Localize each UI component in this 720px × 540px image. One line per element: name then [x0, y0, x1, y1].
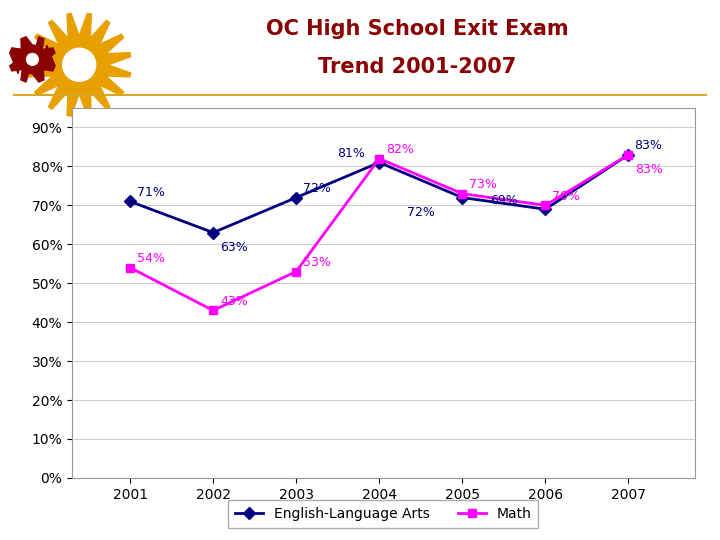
- Polygon shape: [35, 34, 59, 53]
- Text: Trend 2001-2007: Trend 2001-2007: [318, 57, 517, 77]
- Polygon shape: [48, 85, 68, 109]
- Polygon shape: [79, 14, 91, 38]
- Math: [126, 265, 135, 271]
- English-Language Arts: [209, 230, 217, 236]
- Text: 72%: 72%: [303, 182, 331, 195]
- Math: [541, 202, 549, 208]
- Polygon shape: [79, 91, 91, 116]
- Polygon shape: [48, 21, 68, 44]
- Text: 70%: 70%: [552, 190, 580, 203]
- Polygon shape: [99, 76, 124, 96]
- Line: Math: Math: [126, 151, 633, 315]
- Polygon shape: [28, 65, 53, 77]
- Polygon shape: [21, 37, 32, 70]
- Polygon shape: [67, 14, 79, 38]
- Polygon shape: [32, 49, 44, 82]
- Text: 69%: 69%: [490, 194, 518, 207]
- Text: 83%: 83%: [635, 163, 663, 176]
- Polygon shape: [42, 48, 55, 59]
- Math: [458, 191, 467, 197]
- Math: [624, 152, 633, 158]
- Text: OC High School Exit Exam: OC High School Exit Exam: [266, 19, 569, 39]
- Polygon shape: [32, 37, 44, 59]
- English-Language Arts: [126, 198, 135, 205]
- English-Language Arts: [375, 159, 384, 166]
- Line: English-Language Arts: English-Language Arts: [126, 151, 633, 237]
- Polygon shape: [67, 91, 79, 116]
- Polygon shape: [28, 52, 53, 65]
- Text: 81%: 81%: [338, 147, 366, 160]
- Text: 63%: 63%: [220, 241, 248, 254]
- Text: 72%: 72%: [407, 206, 435, 219]
- Polygon shape: [21, 59, 32, 82]
- Math: [292, 268, 300, 275]
- Polygon shape: [106, 65, 130, 77]
- English-Language Arts: [541, 206, 549, 212]
- Text: 54%: 54%: [137, 252, 165, 265]
- Polygon shape: [18, 45, 47, 73]
- Polygon shape: [42, 45, 55, 71]
- Circle shape: [60, 45, 99, 84]
- Polygon shape: [90, 21, 110, 44]
- Polygon shape: [50, 36, 108, 94]
- Polygon shape: [35, 76, 59, 96]
- Polygon shape: [90, 85, 110, 109]
- Text: 83%: 83%: [634, 139, 662, 152]
- English-Language Arts: [292, 194, 300, 201]
- Text: 82%: 82%: [386, 143, 414, 156]
- Text: 43%: 43%: [220, 295, 248, 308]
- Text: 71%: 71%: [137, 186, 165, 199]
- Polygon shape: [10, 48, 22, 73]
- Math: [209, 307, 217, 314]
- Polygon shape: [106, 52, 130, 65]
- Circle shape: [27, 53, 38, 65]
- English-Language Arts: [458, 194, 467, 201]
- English-Language Arts: [624, 152, 633, 158]
- Text: 53%: 53%: [303, 256, 331, 269]
- Polygon shape: [10, 59, 22, 71]
- Legend: English-Language Arts, Math: English-Language Arts, Math: [228, 501, 539, 528]
- Math: [375, 156, 384, 162]
- Polygon shape: [99, 34, 124, 53]
- Text: 73%: 73%: [469, 178, 497, 191]
